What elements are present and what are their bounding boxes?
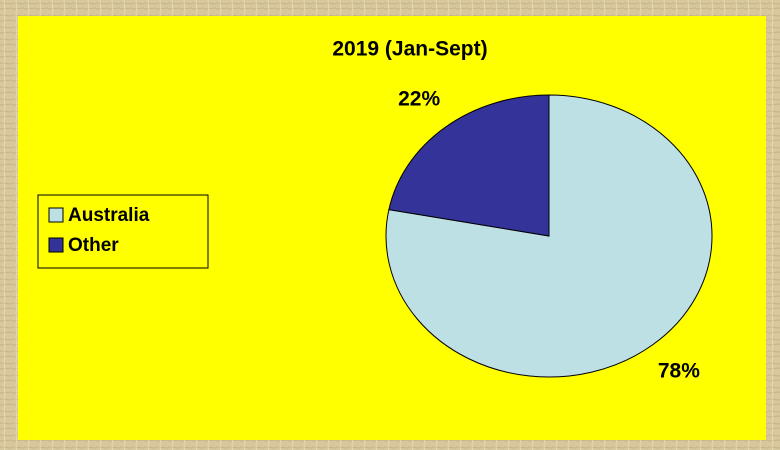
- chart-title: 2019 (Jan-Sept): [332, 38, 487, 61]
- legend: [37, 194, 209, 269]
- legend-swatch: [48, 207, 64, 223]
- legend-label: Other: [68, 235, 119, 256]
- legend-label: Australia: [68, 205, 150, 226]
- pie-slice: [388, 94, 550, 237]
- data-label: 78%: [658, 359, 700, 382]
- pie-slice: [385, 94, 713, 378]
- data-label: 22%: [398, 88, 440, 111]
- legend-swatch: [48, 237, 64, 253]
